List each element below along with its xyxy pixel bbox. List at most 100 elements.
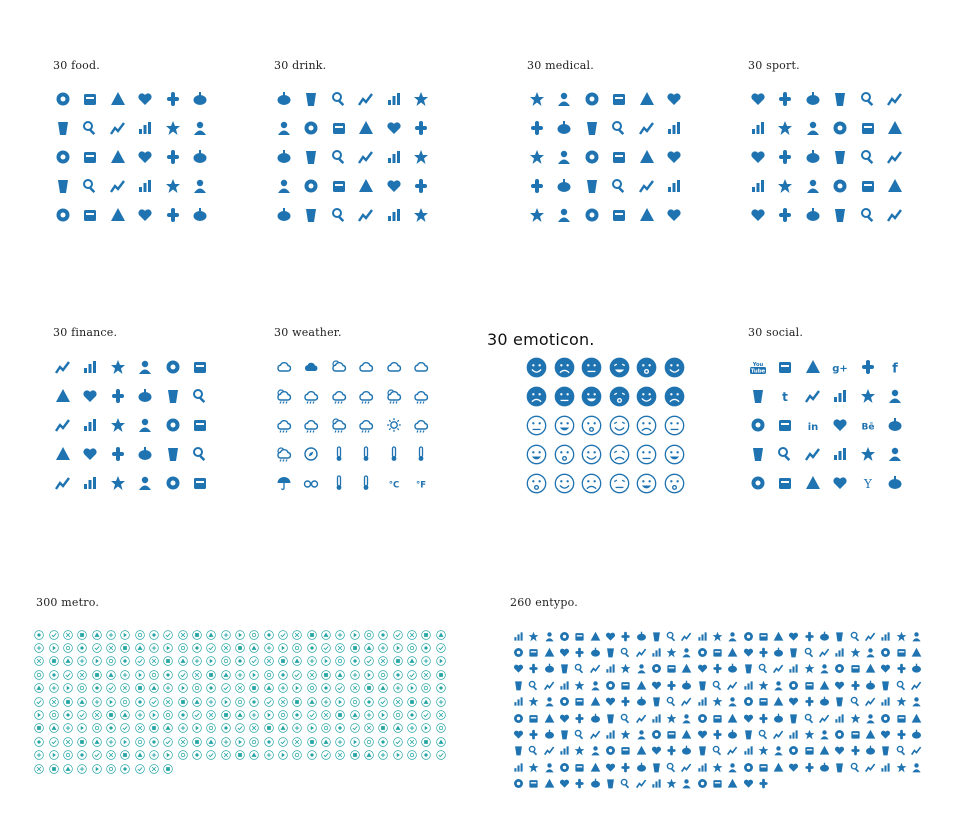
picasa-icon bbox=[827, 439, 855, 468]
info-icon bbox=[848, 726, 863, 742]
cocktail-straw-icon bbox=[380, 142, 408, 171]
downpour-icon bbox=[408, 410, 436, 439]
camera-icon bbox=[679, 694, 694, 710]
settings-icon bbox=[262, 695, 276, 708]
food-icon-grid bbox=[49, 84, 214, 229]
question-icon bbox=[832, 726, 847, 742]
question-icon bbox=[104, 695, 118, 708]
star-icon bbox=[893, 759, 908, 775]
lock-icon bbox=[276, 628, 290, 641]
home-icon bbox=[161, 749, 175, 762]
stop-icon bbox=[391, 722, 405, 735]
crown-cake-icon bbox=[159, 142, 187, 171]
compass-icon bbox=[587, 628, 602, 644]
close-icon bbox=[61, 682, 75, 695]
key-icon bbox=[710, 677, 725, 693]
camera-icon bbox=[679, 677, 694, 693]
money-bag-icon bbox=[104, 352, 132, 381]
alert-icon bbox=[118, 655, 132, 668]
heart-icon bbox=[147, 762, 161, 775]
video-icon bbox=[247, 628, 261, 641]
compass-icon bbox=[587, 743, 602, 759]
lab-flask-icon bbox=[802, 628, 817, 644]
gears-icon bbox=[104, 468, 132, 497]
golf-flag-icon bbox=[827, 84, 855, 113]
check-icon bbox=[46, 641, 60, 654]
umbrella-icon bbox=[270, 468, 298, 497]
grapes-icon bbox=[49, 84, 77, 113]
ice-lolly-icon bbox=[298, 200, 326, 229]
star-icon bbox=[132, 708, 146, 721]
dropbox-icon bbox=[744, 410, 772, 439]
magnifier-icon bbox=[523, 142, 551, 171]
voicemail-icon bbox=[725, 628, 740, 644]
tools-icon bbox=[618, 726, 633, 742]
phone-icon bbox=[204, 682, 218, 695]
plus-icon bbox=[75, 762, 89, 775]
info-icon bbox=[848, 694, 863, 710]
star-icon bbox=[893, 726, 908, 742]
play-icon bbox=[362, 722, 376, 735]
dropper-icon bbox=[633, 171, 661, 200]
sad-face-icon bbox=[633, 382, 661, 411]
trophy-icon bbox=[756, 743, 771, 759]
gauge-icon bbox=[664, 743, 679, 759]
gavel-icon bbox=[159, 352, 187, 381]
play-icon bbox=[362, 749, 376, 762]
heart-icon bbox=[147, 628, 161, 641]
star-icon bbox=[893, 677, 908, 693]
ice-cream-cone-icon bbox=[325, 200, 353, 229]
capsule-icon bbox=[661, 84, 689, 113]
scissors-icon bbox=[633, 743, 648, 759]
lock-icon bbox=[276, 708, 290, 721]
heart-icon bbox=[147, 641, 161, 654]
chat-icon bbox=[542, 661, 557, 677]
medical-icon-grid bbox=[523, 84, 688, 229]
cloud-icon bbox=[305, 708, 319, 721]
thermometer-high-icon bbox=[380, 439, 408, 468]
check-icon bbox=[46, 655, 60, 668]
phone-icon bbox=[204, 628, 218, 641]
minus-icon bbox=[89, 735, 103, 748]
svg-text:°F: °F bbox=[416, 480, 426, 490]
metro-icon-grid bbox=[32, 628, 448, 775]
squint-face-icon bbox=[578, 411, 606, 440]
question-icon bbox=[104, 722, 118, 735]
sport-icon-grid bbox=[744, 84, 909, 229]
user-icon bbox=[909, 694, 924, 710]
scissors-icon bbox=[633, 759, 648, 775]
stacked-coins-icon bbox=[104, 410, 132, 439]
mail-icon bbox=[863, 710, 878, 726]
doctor-icon bbox=[578, 171, 606, 200]
stop-icon bbox=[391, 655, 405, 668]
info-icon bbox=[848, 759, 863, 775]
add-user-icon bbox=[511, 644, 526, 660]
exchange-icon bbox=[77, 410, 105, 439]
archive-icon bbox=[771, 726, 786, 742]
line-chart-icon bbox=[159, 410, 187, 439]
camera-icon bbox=[218, 735, 232, 748]
tools-icon bbox=[618, 710, 633, 726]
refresh-icon bbox=[348, 628, 362, 641]
settings-icon bbox=[262, 722, 276, 735]
settings-icon bbox=[262, 641, 276, 654]
unlock-icon bbox=[290, 735, 304, 748]
question-icon bbox=[832, 710, 847, 726]
play-icon bbox=[362, 628, 376, 641]
worried-face-icon bbox=[578, 469, 606, 498]
bread-roll-icon bbox=[187, 113, 215, 142]
music-icon bbox=[233, 749, 247, 762]
flag-icon bbox=[603, 694, 618, 710]
upload-icon bbox=[333, 749, 347, 762]
stop-icon bbox=[391, 668, 405, 681]
upload-icon bbox=[333, 708, 347, 721]
heart-icon bbox=[878, 661, 893, 677]
flag-icon bbox=[603, 628, 618, 644]
cake-slice-icon bbox=[159, 200, 187, 229]
heart-icon bbox=[878, 644, 893, 660]
growth-chart-icon bbox=[187, 352, 215, 381]
download-icon bbox=[319, 735, 333, 748]
star-icon bbox=[132, 655, 146, 668]
voicemail-icon bbox=[725, 677, 740, 693]
donut-icon bbox=[132, 171, 160, 200]
